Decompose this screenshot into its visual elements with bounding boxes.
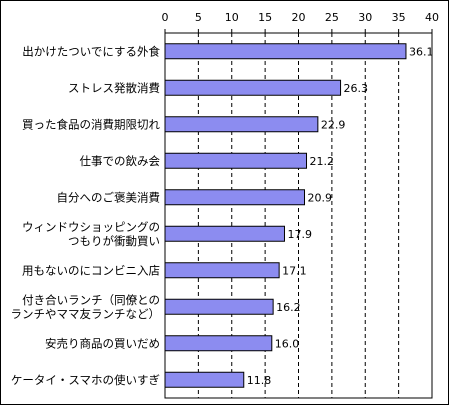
value-label: 21.2 <box>310 155 335 168</box>
bar <box>164 152 308 169</box>
category-label-line: 安売り商品の買いだめ <box>45 336 160 350</box>
category-label-line: 用もないのにコンビニ入店 <box>22 263 160 277</box>
plot-area <box>164 32 433 399</box>
category-label-line: つもりが衝動買い <box>68 234 160 248</box>
category-label: 仕事での飲み会 <box>80 154 161 168</box>
x-tick-label: 35 <box>392 11 406 24</box>
x-tick-label: 5 <box>195 11 202 24</box>
category-label-line: 付き合いランチ（同僚との <box>22 293 160 307</box>
x-tick-label: 40 <box>425 11 439 24</box>
value-label: 20.9 <box>308 191 333 204</box>
x-tick-label: 15 <box>258 11 272 24</box>
value-label: 26.3 <box>344 82 369 95</box>
bar <box>164 262 280 279</box>
category-label: ウィンドウショッピングのつもりが衝動買い <box>22 220 160 248</box>
bar <box>164 43 407 60</box>
category-label: 付き合いランチ（同僚とのランチやママ友ランチなど） <box>11 293 161 321</box>
value-label: 16.2 <box>276 301 301 314</box>
bar <box>164 371 245 388</box>
category-label: ストレス発散消費 <box>68 81 160 95</box>
bar <box>164 189 306 206</box>
category-label: 安売り商品の買いだめ <box>45 336 160 350</box>
bar <box>164 225 285 242</box>
value-label: 36.1 <box>409 45 434 58</box>
category-label: 買った食品の消費期限切れ <box>22 117 160 131</box>
category-label: 出かけたついでにする外食 <box>22 44 160 58</box>
category-label: 用もないのにコンビニ入店 <box>22 263 160 277</box>
bar <box>164 298 274 315</box>
category-label: 自分へのご褒美消費 <box>57 190 161 204</box>
x-tick-label: 30 <box>358 11 372 24</box>
category-label-line: 買った食品の消費期限切れ <box>22 117 160 131</box>
value-label: 17.9 <box>287 228 312 241</box>
category-label-line: ウィンドウショッピングの <box>22 220 160 234</box>
value-label: 11.8 <box>247 374 272 387</box>
category-label-line: ケータイ・スマホの使いすぎ <box>11 373 160 387</box>
category-label-line: 自分へのご褒美消費 <box>57 190 161 204</box>
x-tick-label: 10 <box>225 11 239 24</box>
bar <box>164 79 342 96</box>
x-tick-label: 25 <box>325 11 339 24</box>
category-label-line: ストレス発散消費 <box>68 81 160 95</box>
category-label: ケータイ・スマホの使いすぎ <box>11 373 160 387</box>
category-label-line: 仕事での飲み会 <box>80 154 161 168</box>
bar <box>164 116 319 133</box>
category-label-line: 出かけたついでにする外食 <box>22 44 160 58</box>
value-label: 16.0 <box>275 337 300 350</box>
value-label: 22.9 <box>321 118 346 131</box>
category-label-line: ランチやママ友ランチなど） <box>11 307 161 321</box>
x-tick-label: 20 <box>292 11 306 24</box>
bar <box>164 335 273 352</box>
value-label: 17.1 <box>282 264 307 277</box>
x-tick-label: 0 <box>162 11 169 24</box>
